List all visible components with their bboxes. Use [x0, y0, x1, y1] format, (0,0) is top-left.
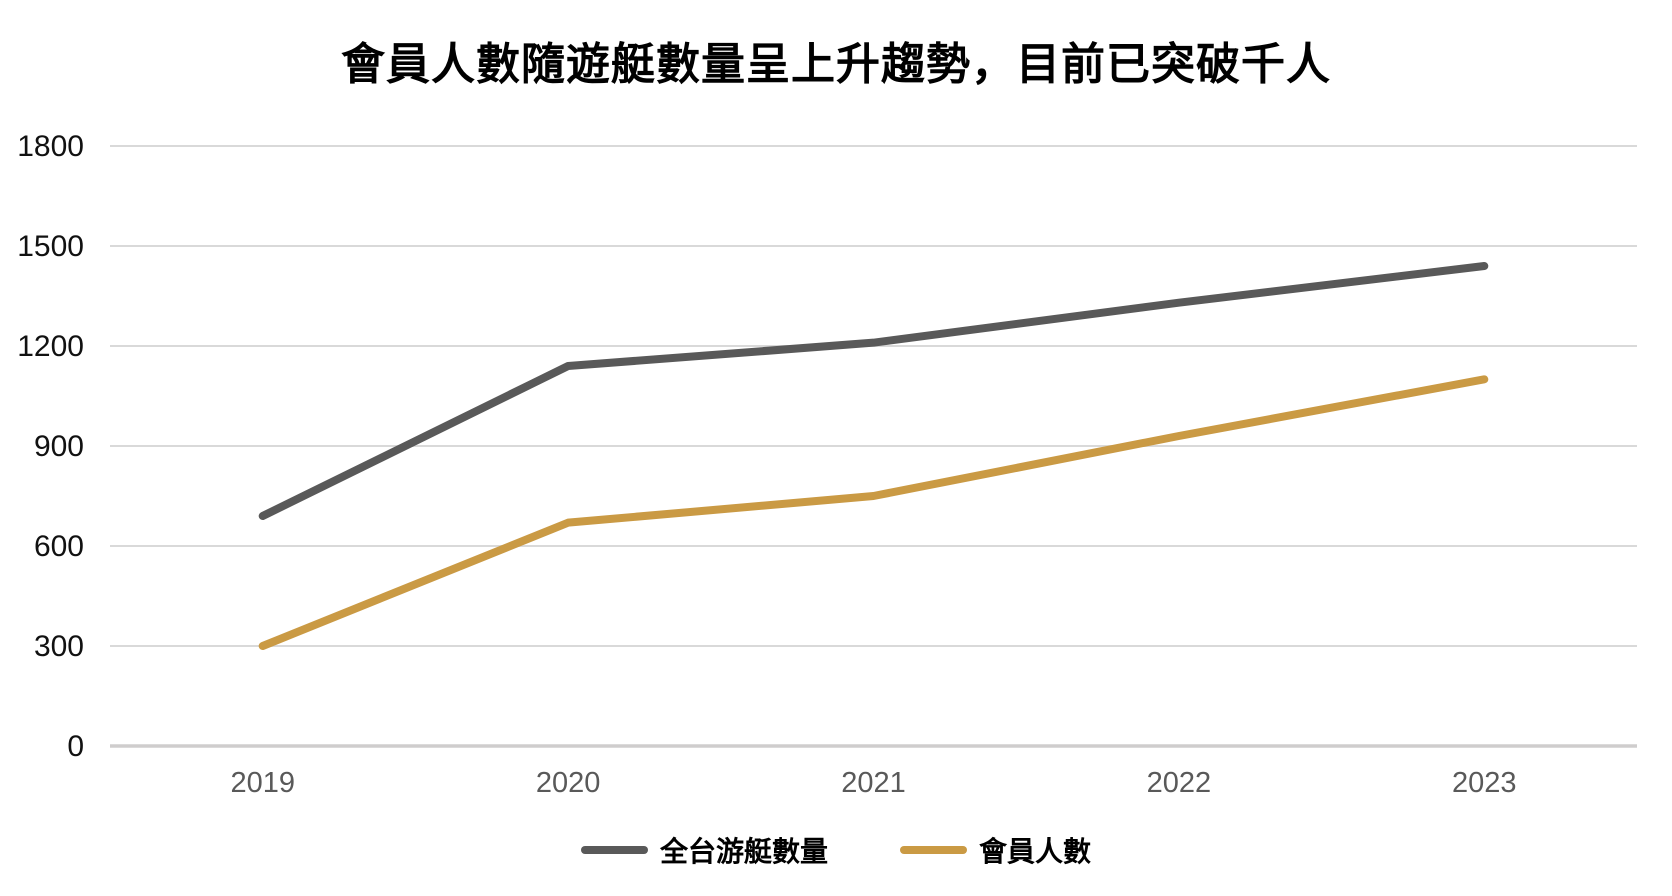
y-tick-label: 1500 [17, 230, 84, 263]
series-line [258, 262, 1489, 520]
chart-title: 會員人數隨遊艇數量呈上升趨勢，目前已突破千人 [341, 40, 1331, 89]
x-tick-label: 2023 [1452, 767, 1517, 799]
x-tick-label: 2020 [536, 767, 601, 799]
x-tick-label: 2021 [841, 767, 906, 799]
x-tick-label: 2019 [230, 767, 295, 799]
y-tick-label: 1200 [17, 330, 84, 363]
y-tick-label: 600 [34, 530, 84, 563]
y-tick-label: 0 [67, 730, 84, 763]
legend-line-swatch [900, 846, 967, 854]
legend-item: 全台游艇數量 [580, 830, 828, 870]
legend-label: 會員人數 [979, 836, 1092, 867]
chart-legend: 全台游艇數量 會員人數 [0, 830, 1672, 870]
y-tick-label: 300 [34, 630, 84, 663]
legend-line-swatch [580, 846, 648, 854]
y-tick-label: 900 [34, 430, 84, 463]
y-tick-label: 1800 [17, 130, 84, 163]
series-line [258, 375, 1489, 650]
legend-item: 會員人數 [900, 830, 1091, 870]
legend-label: 全台游艇數量 [659, 836, 828, 867]
x-tick-label: 2022 [1147, 767, 1212, 799]
